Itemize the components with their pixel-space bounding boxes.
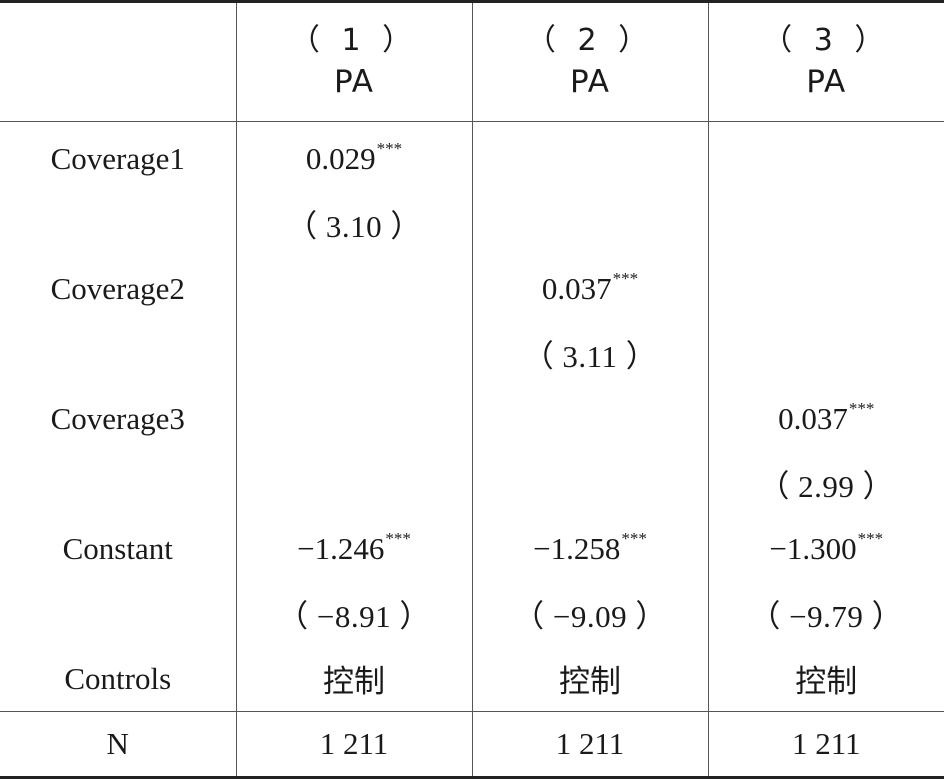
observations-cell: 1 211 [236, 712, 472, 778]
dependent-variable: PA [709, 61, 944, 103]
table-row: Coverage2 0.037*** [0, 256, 944, 321]
dependent-variable: PA [237, 61, 472, 103]
coef-value: 0.037 [778, 401, 848, 436]
tstat-cell: （ −9.09 ） [472, 581, 708, 646]
row-label-coverage2: Coverage2 [0, 256, 236, 321]
tstat-cell: （ −8.91 ） [236, 581, 472, 646]
tstat-cell: （ 3.10 ） [236, 191, 472, 256]
coef-cell: −1.258*** [472, 516, 708, 581]
coef-cell [472, 386, 708, 451]
table-row: （ 3.10 ） [0, 191, 944, 256]
significance-stars: *** [385, 529, 411, 548]
significance-stars: *** [613, 269, 639, 288]
tstat-cell [472, 451, 708, 516]
column-header-3: （ 3 ） PA [708, 2, 944, 122]
controls-cell: 控制 [708, 646, 944, 712]
column-header-1: （ 1 ） PA [236, 2, 472, 122]
coef-value: 0.037 [542, 271, 612, 306]
tstat-cell [708, 321, 944, 386]
controls-cell: 控制 [472, 646, 708, 712]
row-label-controls: Controls [0, 646, 236, 712]
coef-cell [708, 122, 944, 192]
header-row: （ 1 ） PA （ 2 ） PA （ 3 ） PA [0, 2, 944, 122]
coef-cell [472, 122, 708, 192]
coef-cell: 0.037*** [708, 386, 944, 451]
table-row: （ 3.11 ） [0, 321, 944, 386]
empty-cell [0, 451, 236, 516]
row-label-coverage1: Coverage1 [0, 122, 236, 192]
empty-cell [0, 191, 236, 256]
dependent-variable: PA [473, 61, 708, 103]
coef-cell [708, 256, 944, 321]
tstat-cell [472, 191, 708, 256]
row-label-constant: Constant [0, 516, 236, 581]
table-row: Controls 控制 控制 控制 [0, 646, 944, 712]
coef-cell: 0.029*** [236, 122, 472, 192]
observations-cell: 1 211 [708, 712, 944, 778]
significance-stars: *** [377, 139, 403, 158]
observations-row: N 1 211 1 211 1 211 [0, 712, 944, 778]
column-header-2: （ 2 ） PA [472, 2, 708, 122]
coef-value: −1.258 [533, 531, 620, 566]
table-row: Coverage1 0.029*** [0, 122, 944, 192]
table-row: （ −8.91 ） （ −9.09 ） （ −9.79 ） [0, 581, 944, 646]
controls-cell: 控制 [236, 646, 472, 712]
table-row: Coverage3 0.037*** [0, 386, 944, 451]
coef-cell [236, 386, 472, 451]
significance-stars: *** [849, 399, 875, 418]
empty-cell [0, 581, 236, 646]
tstat-cell [236, 321, 472, 386]
significance-stars: *** [621, 529, 647, 548]
column-number: （ 1 ） [237, 21, 472, 61]
empty-cell [0, 321, 236, 386]
coef-value: 0.029 [306, 141, 376, 176]
coef-value: −1.300 [769, 531, 856, 566]
header-corner-cell [0, 2, 236, 122]
column-number: （ 2 ） [473, 21, 708, 61]
tstat-cell: （ −9.79 ） [708, 581, 944, 646]
coef-cell: −1.300*** [708, 516, 944, 581]
tstat-cell [708, 191, 944, 256]
table-row: Constant −1.246*** −1.258*** −1.300*** [0, 516, 944, 581]
coef-cell [236, 256, 472, 321]
coef-cell: 0.037*** [472, 256, 708, 321]
table-row: （ 2.99 ） [0, 451, 944, 516]
tstat-cell: （ 2.99 ） [708, 451, 944, 516]
coef-cell: −1.246*** [236, 516, 472, 581]
tstat-cell: （ 3.11 ） [472, 321, 708, 386]
row-label-n: N [0, 712, 236, 778]
column-number: （ 3 ） [709, 21, 944, 61]
significance-stars: *** [858, 529, 884, 548]
tstat-cell [236, 451, 472, 516]
observations-cell: 1 211 [472, 712, 708, 778]
coef-value: −1.246 [297, 531, 384, 566]
row-label-coverage3: Coverage3 [0, 386, 236, 451]
